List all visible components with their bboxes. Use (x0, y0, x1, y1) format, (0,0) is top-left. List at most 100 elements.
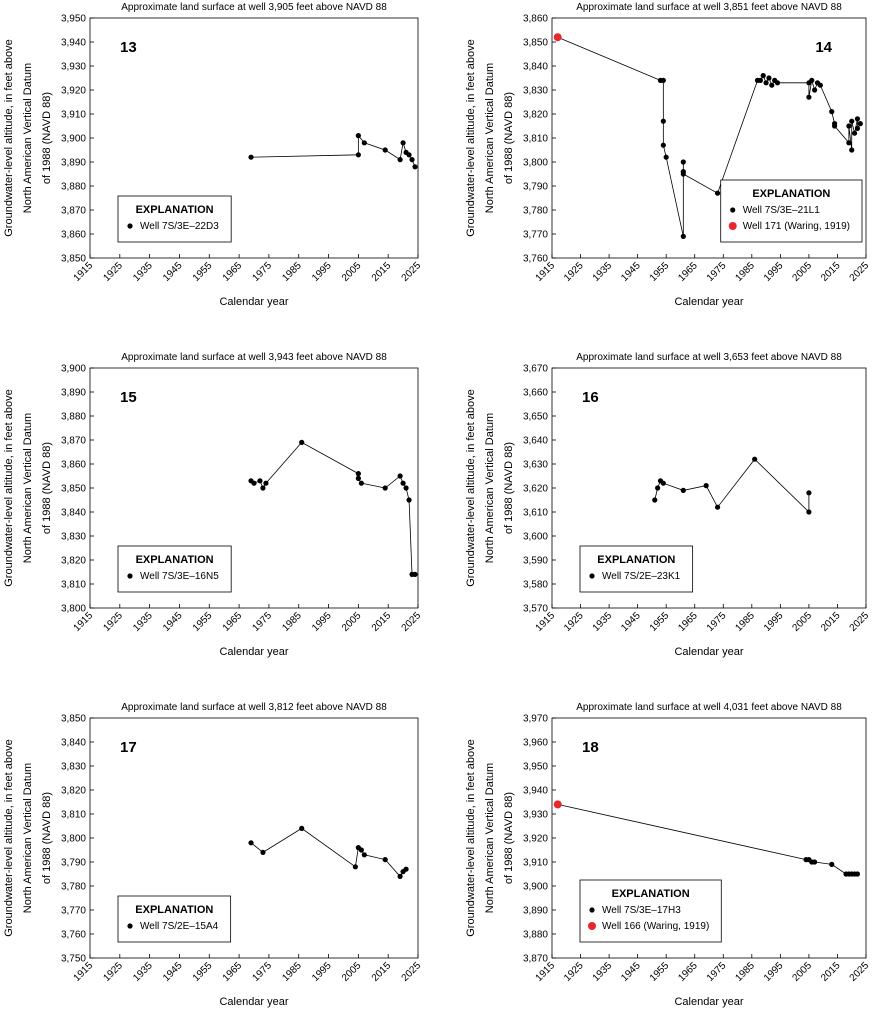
x-tick-label: 2005 (340, 260, 364, 284)
x-tick-label: 1925 (101, 960, 125, 984)
y-tick-label: 3,890 (61, 388, 86, 399)
x-tick-label: 2015 (370, 960, 394, 984)
legend-box (579, 879, 722, 943)
x-tick-label: 1955 (648, 960, 672, 984)
panel-label: 15 (120, 389, 137, 406)
x-tick-label: 1965 (676, 960, 700, 984)
legend-marker (589, 907, 595, 913)
x-tick-label: 1975 (251, 960, 275, 984)
y-tick-label: 3,880 (61, 412, 86, 423)
y-tick-label: 3,830 (523, 86, 548, 97)
series-line (654, 458, 810, 513)
x-tick-label: 1945 (619, 260, 643, 284)
x-tick-label: 1985 (733, 260, 757, 284)
y-tick-label: 3,850 (61, 484, 86, 495)
y-tick-label: 3,860 (523, 14, 548, 25)
y-tick-label: 3,760 (61, 930, 86, 941)
y-axis-title: Groundwater-level altitude, in feet abov… (465, 739, 477, 937)
data-point (849, 118, 855, 124)
y-tick-label: 3,910 (61, 110, 86, 121)
y-tick-label: 3,930 (523, 810, 548, 821)
panel-label: 14 (815, 39, 832, 56)
x-tick-label: 1925 (562, 260, 586, 284)
legend-title: EXPLANATION (136, 204, 214, 216)
y-tick-label: 3,610 (523, 508, 548, 519)
y-tick-label: 3,630 (523, 460, 548, 471)
data-point (774, 80, 781, 86)
x-tick-label: 2025 (848, 610, 872, 634)
y-tick-label: 3,900 (523, 882, 548, 893)
data-point (854, 871, 861, 877)
y-axis-title: North American Vertical Datum (484, 763, 496, 913)
x-tick-label: 1975 (705, 960, 729, 984)
x-tick-label: 2005 (791, 960, 815, 984)
x-tick-label: 1945 (619, 960, 643, 984)
data-point (655, 485, 661, 491)
y-tick-label: 3,580 (523, 580, 548, 591)
data-point (299, 825, 305, 832)
panel-label: 16 (582, 389, 599, 406)
y-tick-label: 3,820 (61, 556, 86, 567)
y-tick-label: 3,850 (523, 38, 548, 49)
data-point (260, 485, 266, 491)
x-axis-title: Calendar year (674, 996, 743, 1008)
y-tick-label: 3,800 (61, 604, 86, 615)
data-point (299, 439, 305, 445)
y-axis-title: North American Vertical Datum (22, 413, 34, 563)
x-axis-title: Calendar year (219, 646, 288, 658)
y-axis-title: North American Vertical Datum (484, 413, 496, 563)
y-tick-label: 3,870 (61, 436, 86, 447)
series-line (250, 827, 407, 878)
panel: Approximate land surface at well 4,031 f… (465, 702, 871, 1008)
data-point (829, 861, 835, 868)
y-tick-label: 3,950 (523, 762, 548, 773)
data-point (358, 480, 364, 486)
legend-title: EXPLANATION (597, 554, 675, 566)
data-point (361, 852, 367, 858)
panel-title: Approximate land surface at well 3,905 f… (121, 2, 387, 13)
data-point (382, 485, 388, 491)
data-point (355, 471, 361, 477)
x-tick-label: 1995 (310, 260, 334, 284)
y-axis-title: of 1988 (NAVD 88) (503, 92, 515, 184)
y-tick-label: 3,650 (523, 412, 548, 423)
panel: Approximate land surface at well 3,812 f… (3, 702, 423, 1008)
y-tick-label: 3,860 (61, 230, 86, 241)
legend: EXPLANATION Well 7S/3E–22D3 (117, 195, 232, 243)
y-tick-label: 3,660 (523, 388, 548, 399)
y-tick-label: 3,590 (523, 556, 548, 567)
x-tick-label: 1935 (591, 610, 615, 634)
legend: EXPLANATION Well 7S/3E–21L1 Well 171 (Wari… (720, 179, 863, 243)
y-tick-label: 3,830 (61, 532, 86, 543)
panel-title: Approximate land surface at well 4,031 f… (576, 702, 842, 713)
data-point (406, 497, 412, 503)
y-tick-label: 3,960 (523, 738, 548, 749)
data-point (257, 478, 263, 484)
y-tick-label: 3,770 (61, 906, 86, 917)
y-tick-label: 3,880 (523, 930, 548, 941)
data-point (397, 473, 403, 479)
data-point (553, 800, 562, 809)
panel-label: 18 (582, 739, 599, 756)
x-tick-label: 1995 (762, 960, 786, 984)
connector-line (557, 36, 661, 81)
y-tick-label: 3,900 (61, 364, 86, 375)
data-point (553, 33, 562, 42)
x-tick-label: 1935 (591, 260, 615, 284)
x-tick-label: 1965 (221, 610, 245, 634)
legend-label: Well 7S/2E–15A4 (140, 921, 219, 932)
x-tick-label: 1995 (762, 610, 786, 634)
data-point (397, 873, 403, 880)
y-tick-label: 3,810 (523, 134, 548, 145)
data-point (769, 82, 775, 88)
y-tick-label: 3,840 (61, 738, 86, 749)
x-tick-label: 1945 (161, 960, 185, 984)
x-tick-label: 2015 (819, 960, 843, 984)
legend-box (117, 895, 232, 943)
y-tick-label: 3,900 (61, 134, 86, 145)
data-point (763, 80, 769, 86)
y-axis-title: of 1988 (NAVD 88) (41, 92, 53, 184)
x-tick-label: 2025 (400, 260, 424, 284)
x-tick-label: 1955 (191, 960, 215, 984)
x-tick-label: 1985 (280, 960, 304, 984)
